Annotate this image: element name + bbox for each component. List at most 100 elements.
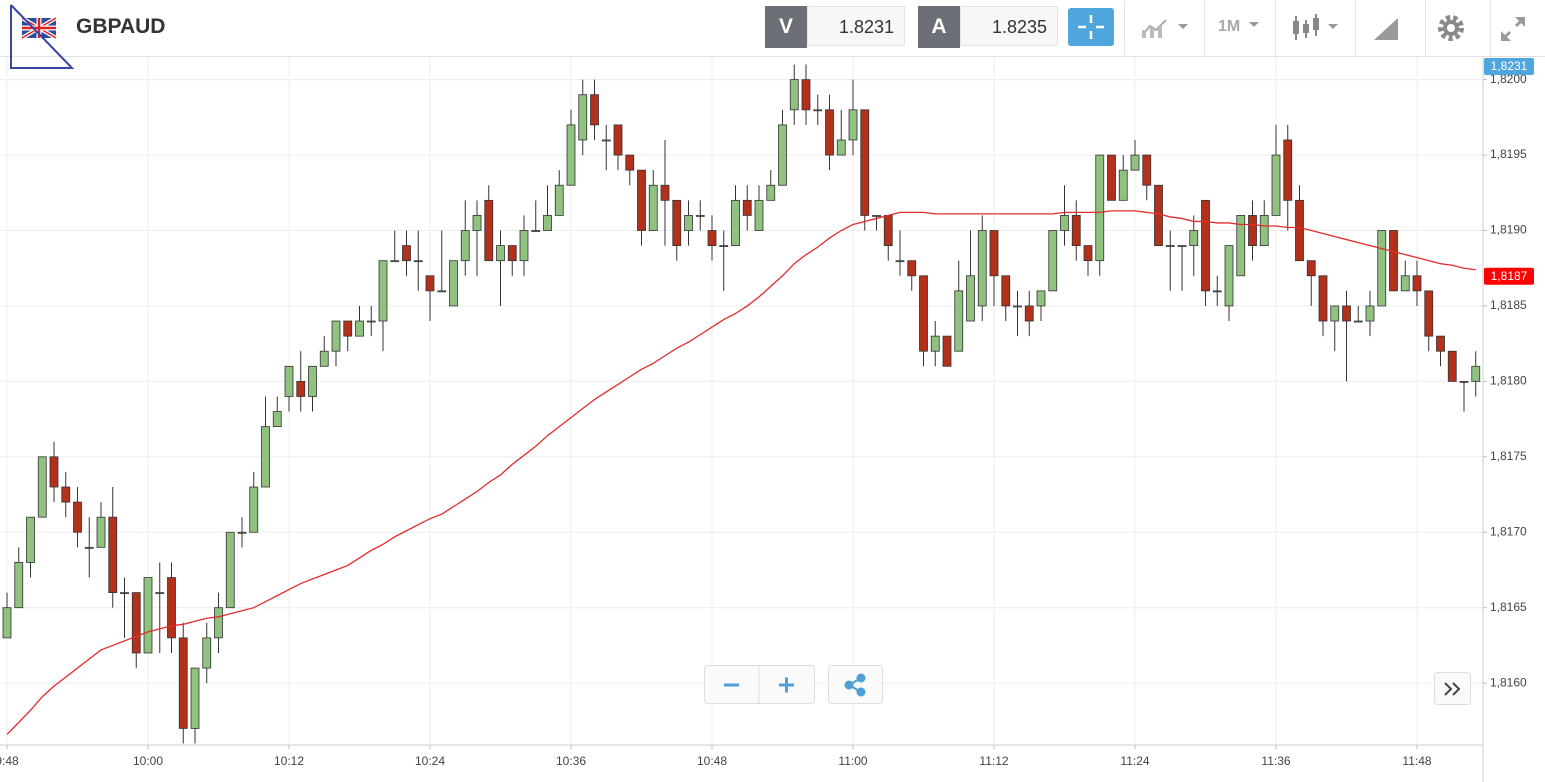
- candle-body: [26, 516, 35, 563]
- separator: [1204, 0, 1205, 56]
- candle-body: [437, 290, 447, 293]
- y-tick-label: 1,8175: [1490, 449, 1527, 463]
- zoom-in-button[interactable]: [779, 677, 794, 693]
- settings-button[interactable]: [1436, 13, 1466, 43]
- candle-body: [919, 275, 928, 352]
- candle-body: [355, 320, 364, 337]
- candle-body: [366, 320, 376, 323]
- scroll-end-button[interactable]: [1434, 672, 1472, 706]
- chart-type-button[interactable]: [1138, 14, 1194, 42]
- candle-body: [942, 335, 952, 367]
- candle-body: [131, 592, 141, 654]
- candle-body: [601, 139, 611, 142]
- candle-body: [225, 531, 235, 609]
- candle-body: [707, 230, 717, 246]
- candle-body: [954, 290, 964, 352]
- candle-body: [930, 335, 940, 352]
- candle-body: [531, 230, 541, 232]
- candle-body: [836, 139, 846, 156]
- crosshair-button[interactable]: [1068, 8, 1114, 46]
- candle-body: [989, 230, 999, 277]
- candle-body: [695, 215, 705, 217]
- candle-body: [1107, 154, 1116, 201]
- candle-body: [1024, 305, 1034, 322]
- candle-body: [660, 184, 670, 201]
- candle-body: [825, 109, 834, 156]
- candle-body: [590, 94, 599, 126]
- candle-body: [1436, 335, 1445, 352]
- bid-price[interactable]: 1.8231: [807, 6, 905, 46]
- header: GBPAUD V 1.8231 A 1.8235 1M: [0, 0, 1545, 69]
- candle-body: [872, 215, 881, 217]
- candle-body: [648, 184, 658, 231]
- candle-body: [907, 260, 917, 277]
- candle-body: [1177, 245, 1187, 247]
- candle-body: [554, 184, 564, 216]
- price-badge: [1484, 58, 1534, 75]
- candle-body: [73, 501, 82, 533]
- candle-body: [1342, 305, 1351, 322]
- x-tick-label: 11:24: [1120, 754, 1149, 768]
- candle-body: [719, 245, 729, 247]
- candle-body: [766, 184, 776, 201]
- candle-body: [613, 124, 623, 156]
- x-tick-label: 9:48: [0, 754, 19, 768]
- candle-body: [1236, 215, 1246, 277]
- timeframe-button[interactable]: 1M: [1218, 18, 1241, 35]
- y-tick-label: 1,8165: [1490, 600, 1527, 614]
- candle-body: [308, 365, 317, 397]
- fullscreen-button[interactable]: [1498, 14, 1528, 44]
- candle-body: [813, 109, 823, 112]
- candle-body: [96, 516, 106, 548]
- candle-body: [1095, 154, 1105, 262]
- candle-body: [848, 109, 858, 141]
- candle-body: [155, 592, 165, 595]
- candle-body: [178, 637, 188, 729]
- candle-body: [1353, 320, 1363, 323]
- candle-body: [1365, 305, 1375, 322]
- candle-body: [1212, 290, 1222, 293]
- candle-body: [249, 486, 259, 533]
- ask-price[interactable]: 1.8235: [960, 6, 1058, 46]
- candle-body: [754, 199, 764, 231]
- candle-body: [1306, 260, 1316, 277]
- candle-body: [120, 592, 129, 595]
- x-tick-label: 10:00: [133, 754, 163, 768]
- candle-body: [789, 79, 799, 111]
- candle-body: [625, 154, 635, 171]
- candle-body: [883, 215, 893, 246]
- candle-body: [190, 667, 200, 729]
- candle-body: [472, 215, 482, 231]
- candle-body: [672, 199, 682, 246]
- candle-body: [566, 124, 576, 186]
- candle-body: [637, 169, 646, 231]
- separator: [1275, 0, 1276, 56]
- candle-body: [1318, 275, 1328, 322]
- candle-body: [484, 199, 494, 262]
- axis-panel: [1483, 57, 1545, 782]
- candle-body: [343, 320, 353, 337]
- candle-body: [1447, 350, 1457, 382]
- candle-body: [1248, 215, 1257, 246]
- y-tick-label: 1,8200: [1490, 72, 1527, 86]
- share-button[interactable]: [844, 673, 866, 697]
- candle-body: [1330, 305, 1340, 322]
- candle-body: [1459, 380, 1469, 383]
- candle-body: [1118, 169, 1128, 201]
- dropdown-arrow: [1249, 22, 1259, 27]
- candle-body: [1471, 365, 1481, 382]
- flag-icon: [10, 4, 75, 69]
- ask-key: A: [918, 6, 960, 48]
- candle-body: [84, 546, 94, 549]
- zoom-controls: [704, 665, 883, 704]
- candle-body: [1271, 154, 1281, 216]
- candle-body: [1389, 230, 1398, 292]
- candle-body: [778, 124, 787, 186]
- candle-body: [1130, 154, 1140, 171]
- candle-style-button[interactable]: [1288, 12, 1344, 44]
- draw-tool-button[interactable]: [1370, 14, 1402, 42]
- candle-body: [1013, 305, 1022, 308]
- candle-body: [684, 215, 693, 231]
- candle-body: [1165, 245, 1175, 247]
